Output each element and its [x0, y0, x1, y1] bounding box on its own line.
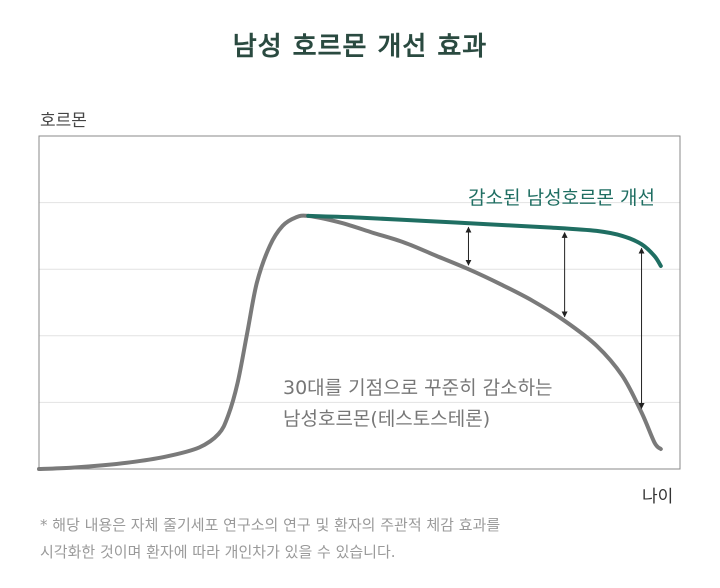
series-declining-line — [37, 213, 663, 471]
declining-series-label-line-2: 남성호르몬(테스토스테론) — [283, 408, 490, 430]
footnote-line-1: * 해당 내용은 자체 줄기세포 연구소의 연구 및 환자의 주관적 체감 효과… — [40, 516, 501, 534]
plot-frame — [38, 135, 681, 470]
footnote-line-2: 시각화한 것이며 환자에 따라 개인차가 있을 수 있습니다. — [40, 543, 396, 561]
x-axis-label: 나이 — [642, 487, 674, 507]
declining-series-label-line-1: 30대를 기점으로 꾸준히 감소하는 — [283, 377, 553, 399]
y-axis-label: 호르몬 — [40, 111, 87, 131]
improved-series-label: 감소된 남성호르몬 개선 — [468, 187, 655, 209]
series-improved-line — [306, 213, 663, 268]
chart-title: 남성 호르몬 개선 효과 — [232, 32, 488, 62]
footnote: * 해당 내용은 자체 줄기세포 연구소의 연구 및 환자의 주관적 체감 효과… — [40, 512, 700, 566]
